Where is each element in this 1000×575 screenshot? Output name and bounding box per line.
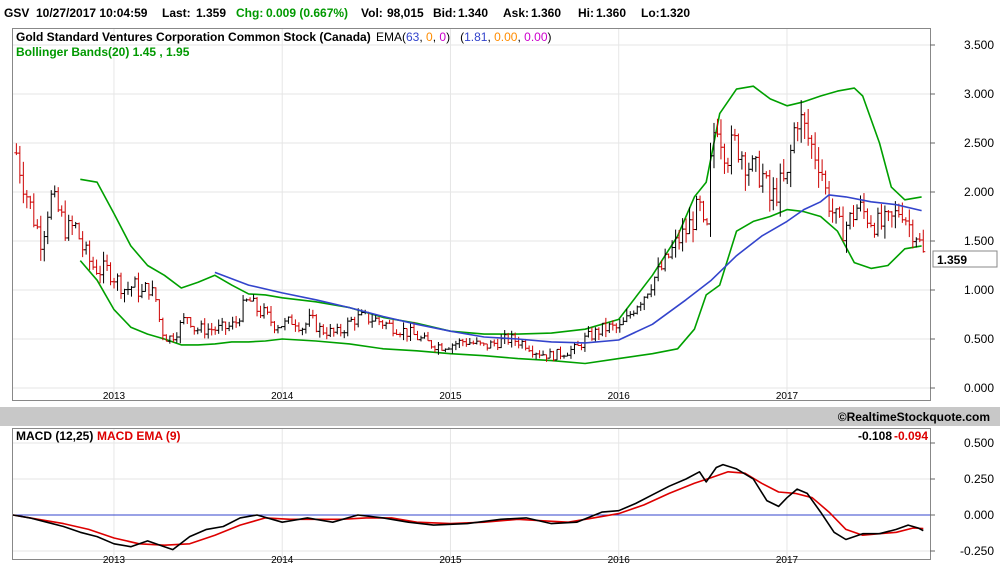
ema-sep-2: ,	[433, 30, 440, 44]
price-legend: Gold Standard Ventures Corporation Commo…	[16, 30, 552, 59]
bollinger-legend: Bollinger Bands(20) 1.45 , 1.95	[16, 45, 190, 59]
price-grid	[13, 29, 930, 400]
bollinger-bands	[79, 85, 922, 365]
ema-param-3: 0	[439, 30, 446, 44]
bid-label: Bid:	[433, 6, 456, 20]
ema-param-1: 63	[406, 30, 420, 44]
price-y-tick-label: 3.500	[964, 38, 994, 52]
ema-line-group	[214, 194, 922, 344]
ema-sep-4: ,	[517, 30, 524, 44]
macd-plot-frame	[12, 428, 931, 560]
quote-datetime: 10/27/2017 10:04:59	[36, 6, 148, 20]
last-label: Last:	[162, 6, 191, 20]
ask-value: 1.360	[531, 6, 561, 20]
ema-close: )	[446, 30, 450, 44]
macd-line	[12, 463, 924, 551]
ema-legend: EMA(63, 0, 0) (1.81, 0.00, 0.00)	[376, 30, 552, 44]
macd-y-tick-label: 0.250	[964, 472, 994, 486]
macd-x-tick-label: 2014	[271, 555, 294, 566]
macd-signal-line	[12, 470, 924, 547]
price-x-tick-label: 2016	[608, 391, 631, 402]
lo-label: Lo:	[641, 6, 660, 20]
macd-legend: MACD (12,25) MACD EMA (9) -0.108 -0.094	[16, 429, 928, 443]
macd-x-tick-label: 2017	[776, 555, 799, 566]
header-bar	[0, 0, 1000, 26]
price-x-tick-label: 2013	[103, 391, 126, 402]
ema-value-2: 0.00	[494, 30, 518, 44]
watermark-text: ©RealtimeStockquote.com	[838, 410, 990, 424]
ema-sep-1: ,	[419, 30, 426, 44]
macd-grid	[13, 429, 930, 559]
quote-symbol: GSV	[4, 6, 29, 20]
hi-label: Hi:	[578, 6, 594, 20]
price-y-tick-label: 1.500	[964, 234, 994, 248]
ema-value-1: 1.81	[464, 30, 488, 44]
ema-param-2: 0	[426, 30, 433, 44]
price-y-tick-label: 3.000	[964, 87, 994, 101]
ema-label: EMA(	[376, 30, 406, 44]
hi-value: 1.360	[596, 6, 626, 20]
price-x-tick-label: 2017	[776, 391, 799, 402]
ema-line	[214, 194, 922, 344]
chg-value: 0.009 (0.667%)	[266, 6, 348, 20]
ask-label: Ask:	[503, 6, 529, 20]
macd-label: MACD (12,25)	[16, 429, 93, 443]
panel-divider	[0, 407, 1000, 426]
macd-lines	[12, 463, 924, 551]
ema-value-open: (	[460, 30, 464, 44]
macd-x-tick-label: 2015	[439, 555, 462, 566]
price-y-tick-label: 2.000	[964, 185, 994, 199]
price-y-tick-label: 2.500	[964, 136, 994, 150]
price-y-tick-label: 1.000	[964, 283, 994, 297]
macd-x-axis: 2013 2014 2015 2016 2017	[103, 555, 799, 566]
price-bars	[14, 100, 926, 362]
price-x-tick-label: 2014	[271, 391, 294, 402]
price-y-tick-label: 0.000	[964, 381, 994, 395]
last-price-marker: 1.359	[937, 253, 967, 267]
ema-value-close: )	[548, 30, 552, 44]
last-price-marker-box	[932, 250, 998, 268]
bollinger-lower-line	[79, 208, 922, 365]
price-y-axis: 3.500 3.000 2.500 2.000 1.500 1.000 0.500 0.000	[930, 38, 994, 395]
vol-label: Vol:	[361, 6, 383, 20]
macd-x-tick-label: 2013	[103, 555, 126, 566]
signal-value: -0.094	[894, 429, 928, 443]
quote-header: GSV 10/27/2017 10:04:59 Last: 1.359 Chg:…	[4, 6, 690, 20]
lo-value: 1.320	[660, 6, 690, 20]
price-y-tick-label: 0.500	[964, 332, 994, 346]
macd-y-tick-label: 0.500	[964, 436, 994, 450]
macd-x-tick-label: 2016	[608, 555, 631, 566]
chg-label: Chg:	[236, 6, 263, 20]
ema-sep-3: ,	[487, 30, 494, 44]
last-value: 1.359	[196, 6, 226, 20]
ema-value-3: 0.00	[524, 30, 548, 44]
price-plot-frame	[12, 28, 931, 401]
macd-value: -0.108	[858, 429, 892, 443]
bid-value: 1.340	[458, 6, 488, 20]
price-x-tick-label: 2015	[439, 391, 462, 402]
macd-y-tick-label: -0.250	[960, 544, 994, 558]
macd-ema-label: MACD EMA (9)	[97, 429, 181, 443]
price-x-axis: 2013 2014 2015 2016 2017	[103, 391, 799, 402]
company-name: Gold Standard Ventures Corporation Commo…	[16, 30, 371, 44]
macd-y-axis: 0.500 0.250 0.000 -0.250	[930, 436, 994, 558]
macd-y-tick-label: 0.000	[964, 508, 994, 522]
vol-value: 98,015	[387, 6, 424, 20]
bollinger-upper-line	[80, 85, 922, 335]
